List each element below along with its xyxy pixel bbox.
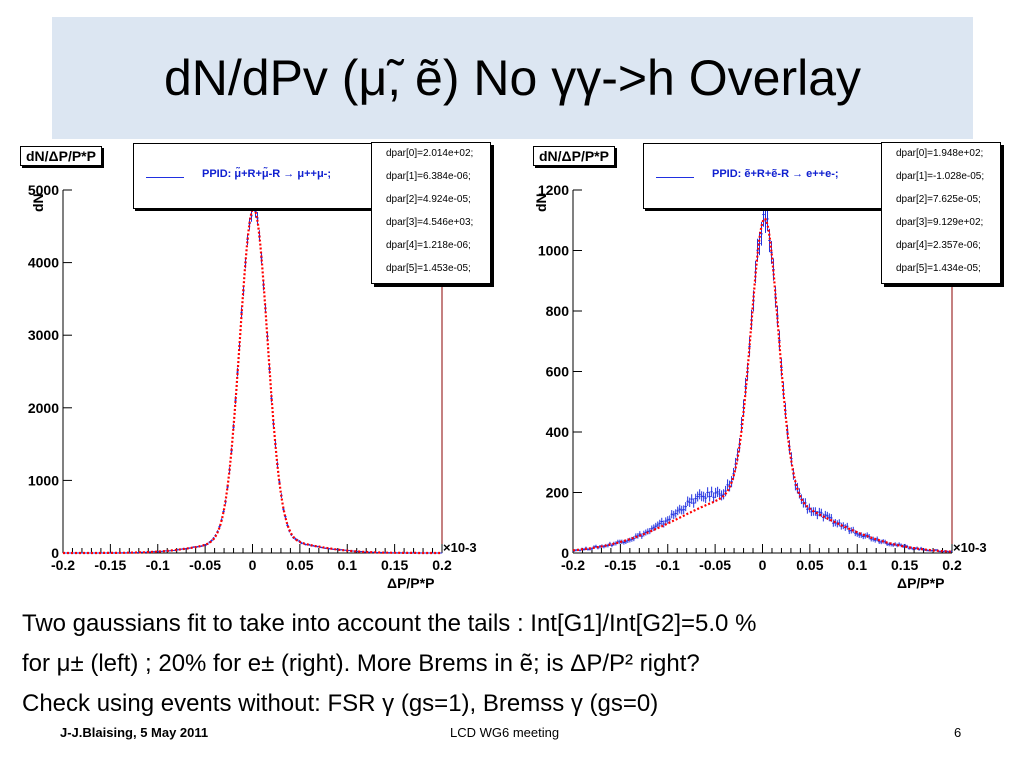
x-tick-label: -0.15 [604, 557, 636, 573]
right-plot-title: dN/ΔP/P*P [533, 146, 615, 166]
x-tick-label: 0.05 [796, 557, 823, 573]
left-plot: -0.2 -0.15 -0.1 -0.05 0 0.05 0.1 0.15 0.2 0 1000 20… [15, 140, 500, 595]
right-fit-param: dpar[0]=1.948e+02; [896, 148, 984, 159]
x-tick-label: 0.05 [286, 557, 313, 573]
right-plot-svg: -0.2 -0.15 -0.1 -0.05 0 0.05 0.1 0.15 0.2 0 200 400… [538, 182, 962, 573]
y-tick-label: 600 [546, 364, 570, 380]
x-tick-label: 0.1 [338, 557, 358, 573]
right-fit-param: dpar[1]=-1.028e-05; [896, 171, 985, 182]
x-tick-label: 0 [249, 557, 257, 573]
y-tick-label: 2000 [28, 400, 59, 416]
y-tick-label: 1200 [538, 182, 569, 198]
x-tick-label: -0.15 [94, 557, 126, 573]
x-tick-label: 0.15 [381, 557, 408, 573]
y-tick-label: 5000 [28, 182, 59, 198]
left-fit-param: dpar[3]=4.546e+03; [386, 217, 474, 228]
left-ylabel: dN [30, 193, 46, 212]
y-tick-label: 0 [51, 545, 59, 561]
y-tick-label: 0 [561, 545, 569, 561]
y-tick-label: 800 [546, 303, 570, 319]
y-tick-label: 1000 [538, 243, 569, 259]
left-legend-label: PPID: μ̃+R+μ̃-R → μ++μ-; [202, 168, 331, 180]
left-fit-param: dpar[1]=6.384e-06; [386, 171, 471, 182]
y-tick-label: 1000 [28, 472, 59, 488]
x-tick-label: 0.2 [432, 557, 452, 573]
left-fit-param: dpar[5]=1.453e-05; [386, 263, 471, 274]
y-tick-label: 4000 [28, 255, 59, 271]
left-fit-param: dpar[4]=1.218e-06; [386, 240, 471, 251]
left-legend: PPID: μ̃+R+μ̃-R → μ++μ-; [133, 143, 373, 209]
x-tick-label: -0.05 [699, 557, 731, 573]
caption-line-1: Two gaussians fit to take into account t… [22, 610, 757, 637]
y-tick-label: 3000 [28, 327, 59, 343]
right-fit-param: dpar[5]=1.434e-05; [896, 263, 981, 274]
fit-curve [63, 207, 442, 555]
x-tick-label: -0.1 [656, 557, 680, 573]
right-legend-label: PPID: ẽ+R+ẽ-R → e++e-; [712, 168, 839, 180]
left-plot-title: dN/ΔP/P*P [20, 146, 102, 166]
page-number: 6 [954, 725, 962, 740]
right-legend: PPID: ẽ+R+ẽ-R → e++e-; [643, 143, 883, 209]
x-tick-label: -0.05 [189, 557, 221, 573]
slide-title: dN/dPv (μ̃, ẽ) No γγ->h Overlay [163, 50, 862, 106]
fit-curve [572, 217, 953, 553]
left-fit-param: dpar[0]=2.014e+02; [386, 148, 474, 159]
x-tick-label: -0.2 [561, 557, 585, 573]
right-ylabel: dN [533, 193, 549, 212]
left-fit-param: dpar[2]=4.924e-05; [386, 194, 471, 205]
left-xlabel: ΔP/P*P [387, 575, 435, 591]
title-band [52, 17, 973, 139]
x-tick-label: 0.1 [848, 557, 868, 573]
footer-author: J-J.Blaising, 5 May 2011 [60, 725, 209, 740]
x-tick-label: -0.1 [146, 557, 170, 573]
y-tick-label: 200 [546, 485, 570, 501]
left-x-exponent: ×10-3 [443, 540, 477, 555]
caption-line-2: for μ± (left) ; 20% for e± (right). More… [22, 650, 700, 677]
right-fit-param: dpar[2]=7.625e-05; [896, 194, 981, 205]
x-tick-label: 0.2 [942, 557, 962, 573]
right-fit-param: dpar[4]=2.357e-06; [896, 240, 981, 251]
y-tick-label: 400 [546, 424, 570, 440]
right-fit-param: dpar[3]=9.129e+02; [896, 217, 984, 228]
left-legend-line [146, 177, 184, 178]
x-tick-label: -0.2 [51, 557, 75, 573]
right-plot: -0.2 -0.15 -0.1 -0.05 0 0.05 0.1 0.15 0.2 0 200 400… [525, 140, 1010, 595]
x-tick-label: 0.15 [891, 557, 918, 573]
right-x-exponent: ×10-3 [953, 540, 987, 555]
left-fit-stats: dpar[0]=2.014e+02; dpar[1]=6.384e-06; dp… [371, 142, 491, 284]
caption-line-3: Check using events without: FSR γ (gs=1)… [22, 690, 659, 717]
footer-meeting: LCD WG6 meeting [450, 725, 560, 740]
right-fit-stats: dpar[0]=1.948e+02; dpar[1]=-1.028e-05; d… [881, 142, 1001, 284]
right-legend-line [656, 177, 694, 178]
x-tick-label: 0 [759, 557, 767, 573]
right-xlabel: ΔP/P*P [897, 575, 945, 591]
